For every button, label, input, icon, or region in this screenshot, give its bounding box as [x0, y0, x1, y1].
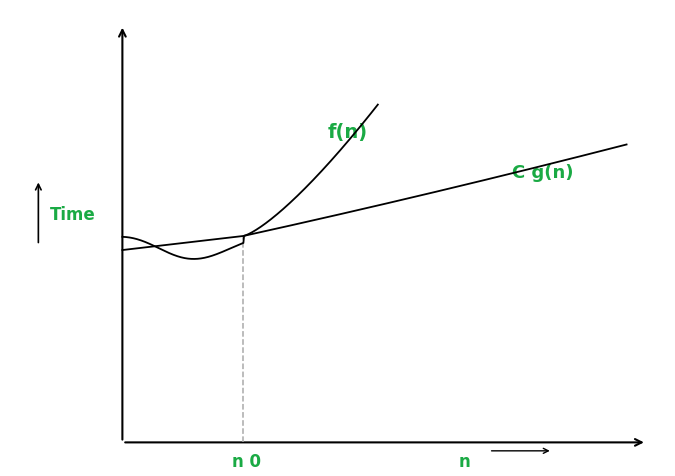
Text: C g(n): C g(n): [512, 164, 574, 182]
Text: Time: Time: [50, 206, 96, 224]
Text: n: n: [458, 453, 470, 471]
Text: f(n): f(n): [327, 123, 368, 142]
Text: n 0: n 0: [232, 453, 261, 471]
